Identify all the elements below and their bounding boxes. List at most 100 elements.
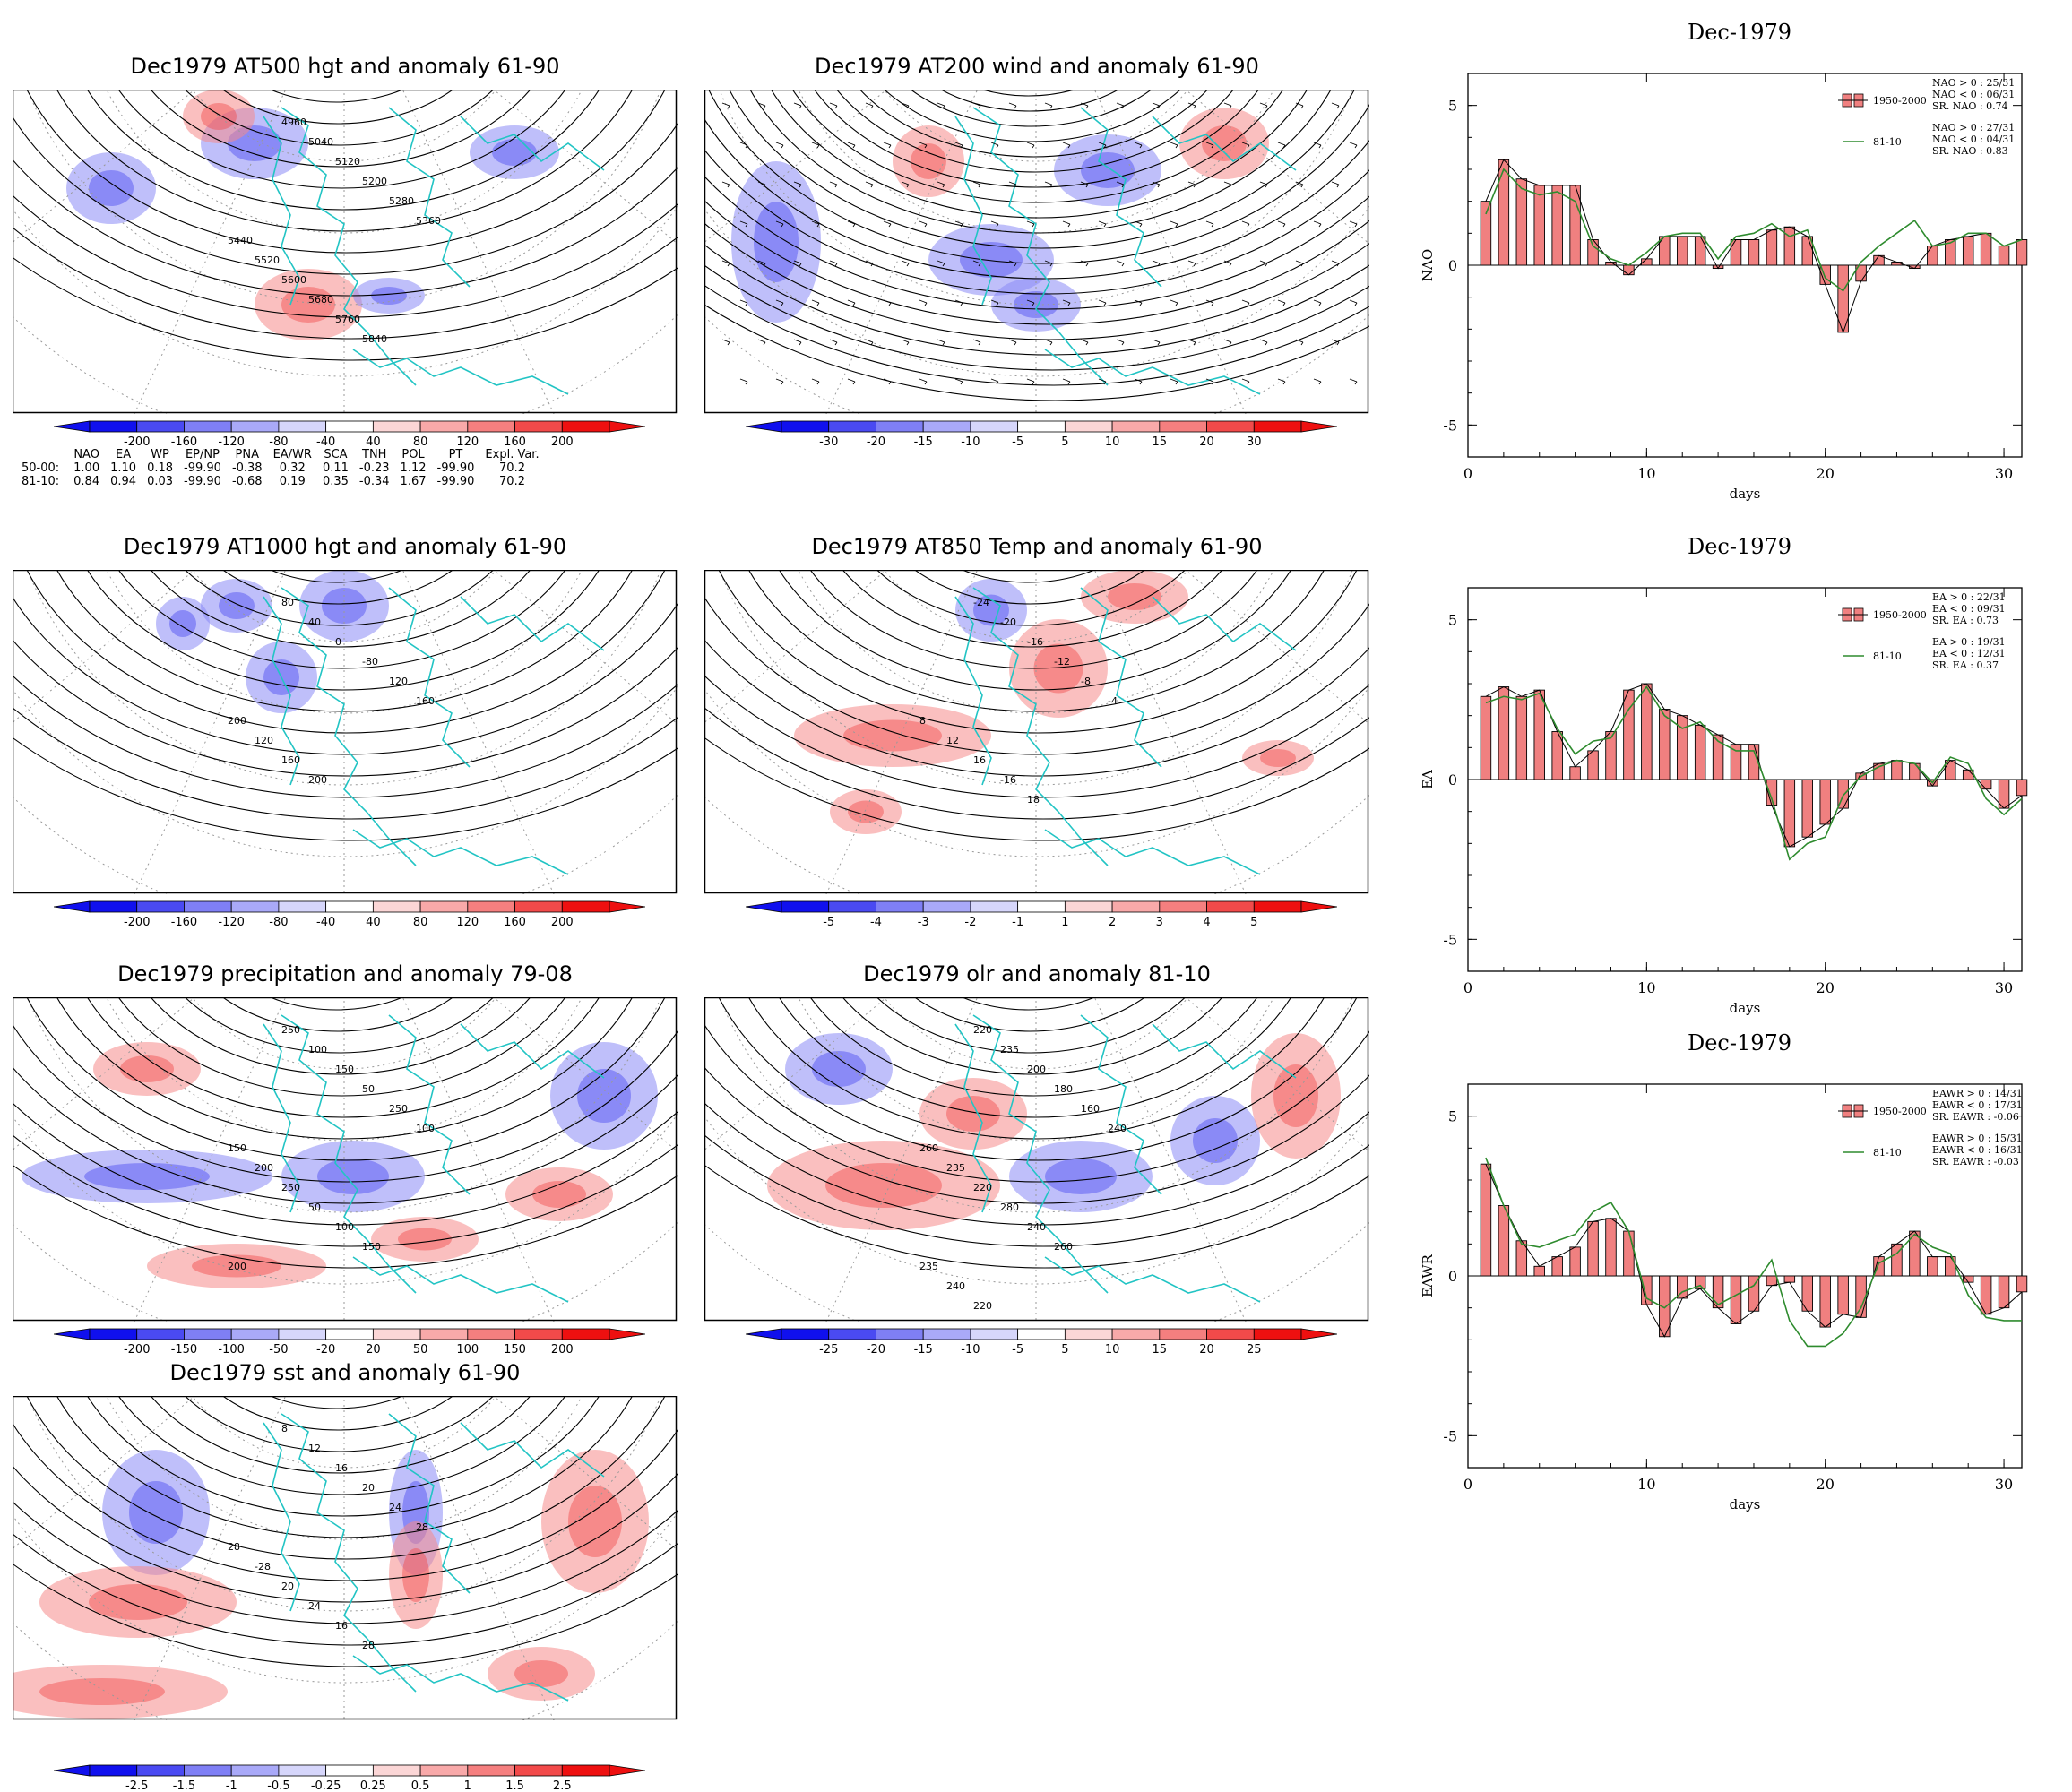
map-canvas: 220 235 200 180 160 240 260 235 220 280 240 260 235 2… [704,997,1369,1322]
wind-arrow [793,260,802,267]
wind-arrow [1295,339,1304,346]
stats-cell: 0.19 [279,475,306,488]
contour-label: 12 [308,1443,321,1454]
coastline [1152,596,1297,651]
wind-arrow [1349,220,1358,228]
coastline [1044,1256,1261,1303]
colorbar-arrow-left [746,420,782,433]
wind-arrow [1098,220,1107,228]
colorbar: -25 -20 -15 -10 -5 5 10 15 20 25 [746,1328,1337,1357]
bar [1623,264,1635,276]
wind-arrow [1187,339,1196,346]
x-axis-label: days [1730,1496,1761,1512]
colorbar-swatch [514,1328,563,1340]
map-panel-at1000: Dec1979 AT1000 hgt and anomaly 61-90 80 4… [13,534,678,910]
wind-arrow [1152,260,1161,267]
wind-arrow [883,142,892,149]
coastline [263,596,300,786]
contour-line [13,1023,678,1183]
contour-label: 50 [308,1202,321,1213]
colorbar-swatch [184,900,232,913]
x-axis-label: days [1730,1000,1761,1016]
contour-label: 260 [919,1142,938,1154]
colorbar-label: -120 [218,916,245,929]
coastline [954,1023,992,1213]
contour-line [749,90,1332,234]
contour-line [913,570,1146,605]
contour-label: 240 [1108,1123,1127,1134]
y-tick-label: 5 [1448,98,1457,115]
wind-arrow [829,339,838,346]
contour-label: 20 [281,1581,294,1592]
contour-label: 5600 [281,274,306,286]
y-tick-label: -5 [1443,1427,1457,1444]
bar [1998,246,2010,266]
colorbar-swatch [876,900,924,913]
bar [1819,779,1831,825]
wind-arrow [1062,220,1071,228]
x-tick-label: 20 [1817,465,1835,482]
meridian-line [134,90,287,414]
wind-arrow [1295,260,1304,267]
contour-label: 28 [362,1640,375,1651]
contour-label: -80 [362,656,378,668]
contour-line [704,304,1369,401]
wind-arrow [1187,102,1196,109]
bar-series-line [1485,683,2023,848]
map-title: Dec1979 olr and anomaly 81-10 [863,961,1211,986]
bar [1801,779,1814,838]
contour-line [961,997,1096,1011]
colorbar-label: -30 [819,435,838,449]
wind-arrow [1295,181,1304,188]
coastline [954,596,992,786]
anomaly-shading [541,1450,649,1593]
contour-line [913,997,1146,1032]
wind-arrow [793,339,802,346]
contour-label: 16 [335,1620,348,1632]
colorbar-label: 2 [1109,916,1116,929]
legend-stat: EAWR < 0 : 16/31 [1932,1144,2023,1156]
coastline [1152,116,1297,171]
colorbar-swatch [970,1328,1019,1340]
contour-line [814,90,1259,188]
colorbar-swatch [781,1328,830,1340]
map-canvas: 250 100 150 50 250 100 150 200 250 50 100 150 200 [13,997,678,1322]
colorbar-swatch [467,900,515,913]
legend-stat: SR. EAWR : -0.03 [1932,1156,2019,1167]
contour-label: 28 [416,1521,428,1533]
colorbar-label: 120 [456,435,479,449]
colorbar-label: -4 [870,916,882,929]
contour-line [961,570,1096,583]
contour-label: 18 [1027,794,1040,806]
contour-line [704,264,1369,371]
contour-label: 200 [255,1162,273,1174]
coastline [972,107,1109,386]
legend-stat: SR. EA : 0.73 [1932,615,1999,626]
bar [1587,750,1599,780]
contour-label: 150 [362,1241,381,1253]
wind-arrow [739,378,748,385]
colorbar-label: -200 [124,916,151,929]
wind-arrow [1170,299,1178,306]
map-title: Dec1979 AT1000 hgt and anomaly 61-90 [123,534,567,559]
contour-line [809,997,1258,1097]
map-canvas: 80 40 0 -80 120 160 200 120 160 200 [13,570,678,894]
y-tick-label: 5 [1448,612,1457,629]
contour-label: 24 [389,1502,401,1513]
colorbar-swatch [467,1328,515,1340]
contour-label: 220 [973,1024,992,1036]
contour-label: 235 [946,1162,965,1174]
colorbar-swatch [1253,420,1302,433]
contour-line [117,997,566,1097]
coastline [352,1256,569,1303]
wind-arrow [1259,181,1268,188]
timeseries-title: Dec-1979 [1687,1030,1792,1055]
colorbar-swatch [278,1328,327,1340]
stats-header: EA [116,448,132,461]
bar [1480,695,1492,780]
wind-arrow [1223,260,1232,267]
colorbar-swatch [136,900,185,913]
meridian-line [825,997,979,1322]
wind-arrow [1349,142,1358,149]
colorbar-label: -200 [124,1343,151,1357]
